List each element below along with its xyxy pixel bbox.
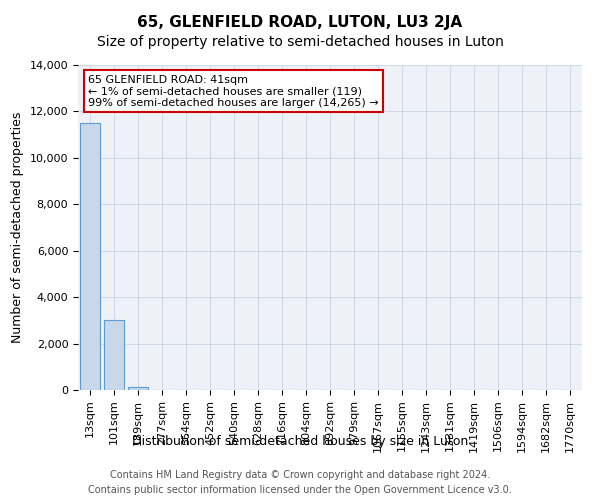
Y-axis label: Number of semi-detached properties: Number of semi-detached properties <box>11 112 24 343</box>
Text: Distribution of semi-detached houses by size in Luton: Distribution of semi-detached houses by … <box>132 435 468 448</box>
Text: Size of property relative to semi-detached houses in Luton: Size of property relative to semi-detach… <box>97 35 503 49</box>
Text: Contains public sector information licensed under the Open Government Licence v3: Contains public sector information licen… <box>88 485 512 495</box>
Text: 65, GLENFIELD ROAD, LUTON, LU3 2JA: 65, GLENFIELD ROAD, LUTON, LU3 2JA <box>137 15 463 30</box>
Bar <box>128 386 148 390</box>
Text: 65 GLENFIELD ROAD: 41sqm
← 1% of semi-detached houses are smaller (119)
99% of s: 65 GLENFIELD ROAD: 41sqm ← 1% of semi-de… <box>88 74 379 108</box>
Text: Contains HM Land Registry data © Crown copyright and database right 2024.: Contains HM Land Registry data © Crown c… <box>110 470 490 480</box>
Bar <box>80 123 100 390</box>
Bar <box>104 320 124 390</box>
